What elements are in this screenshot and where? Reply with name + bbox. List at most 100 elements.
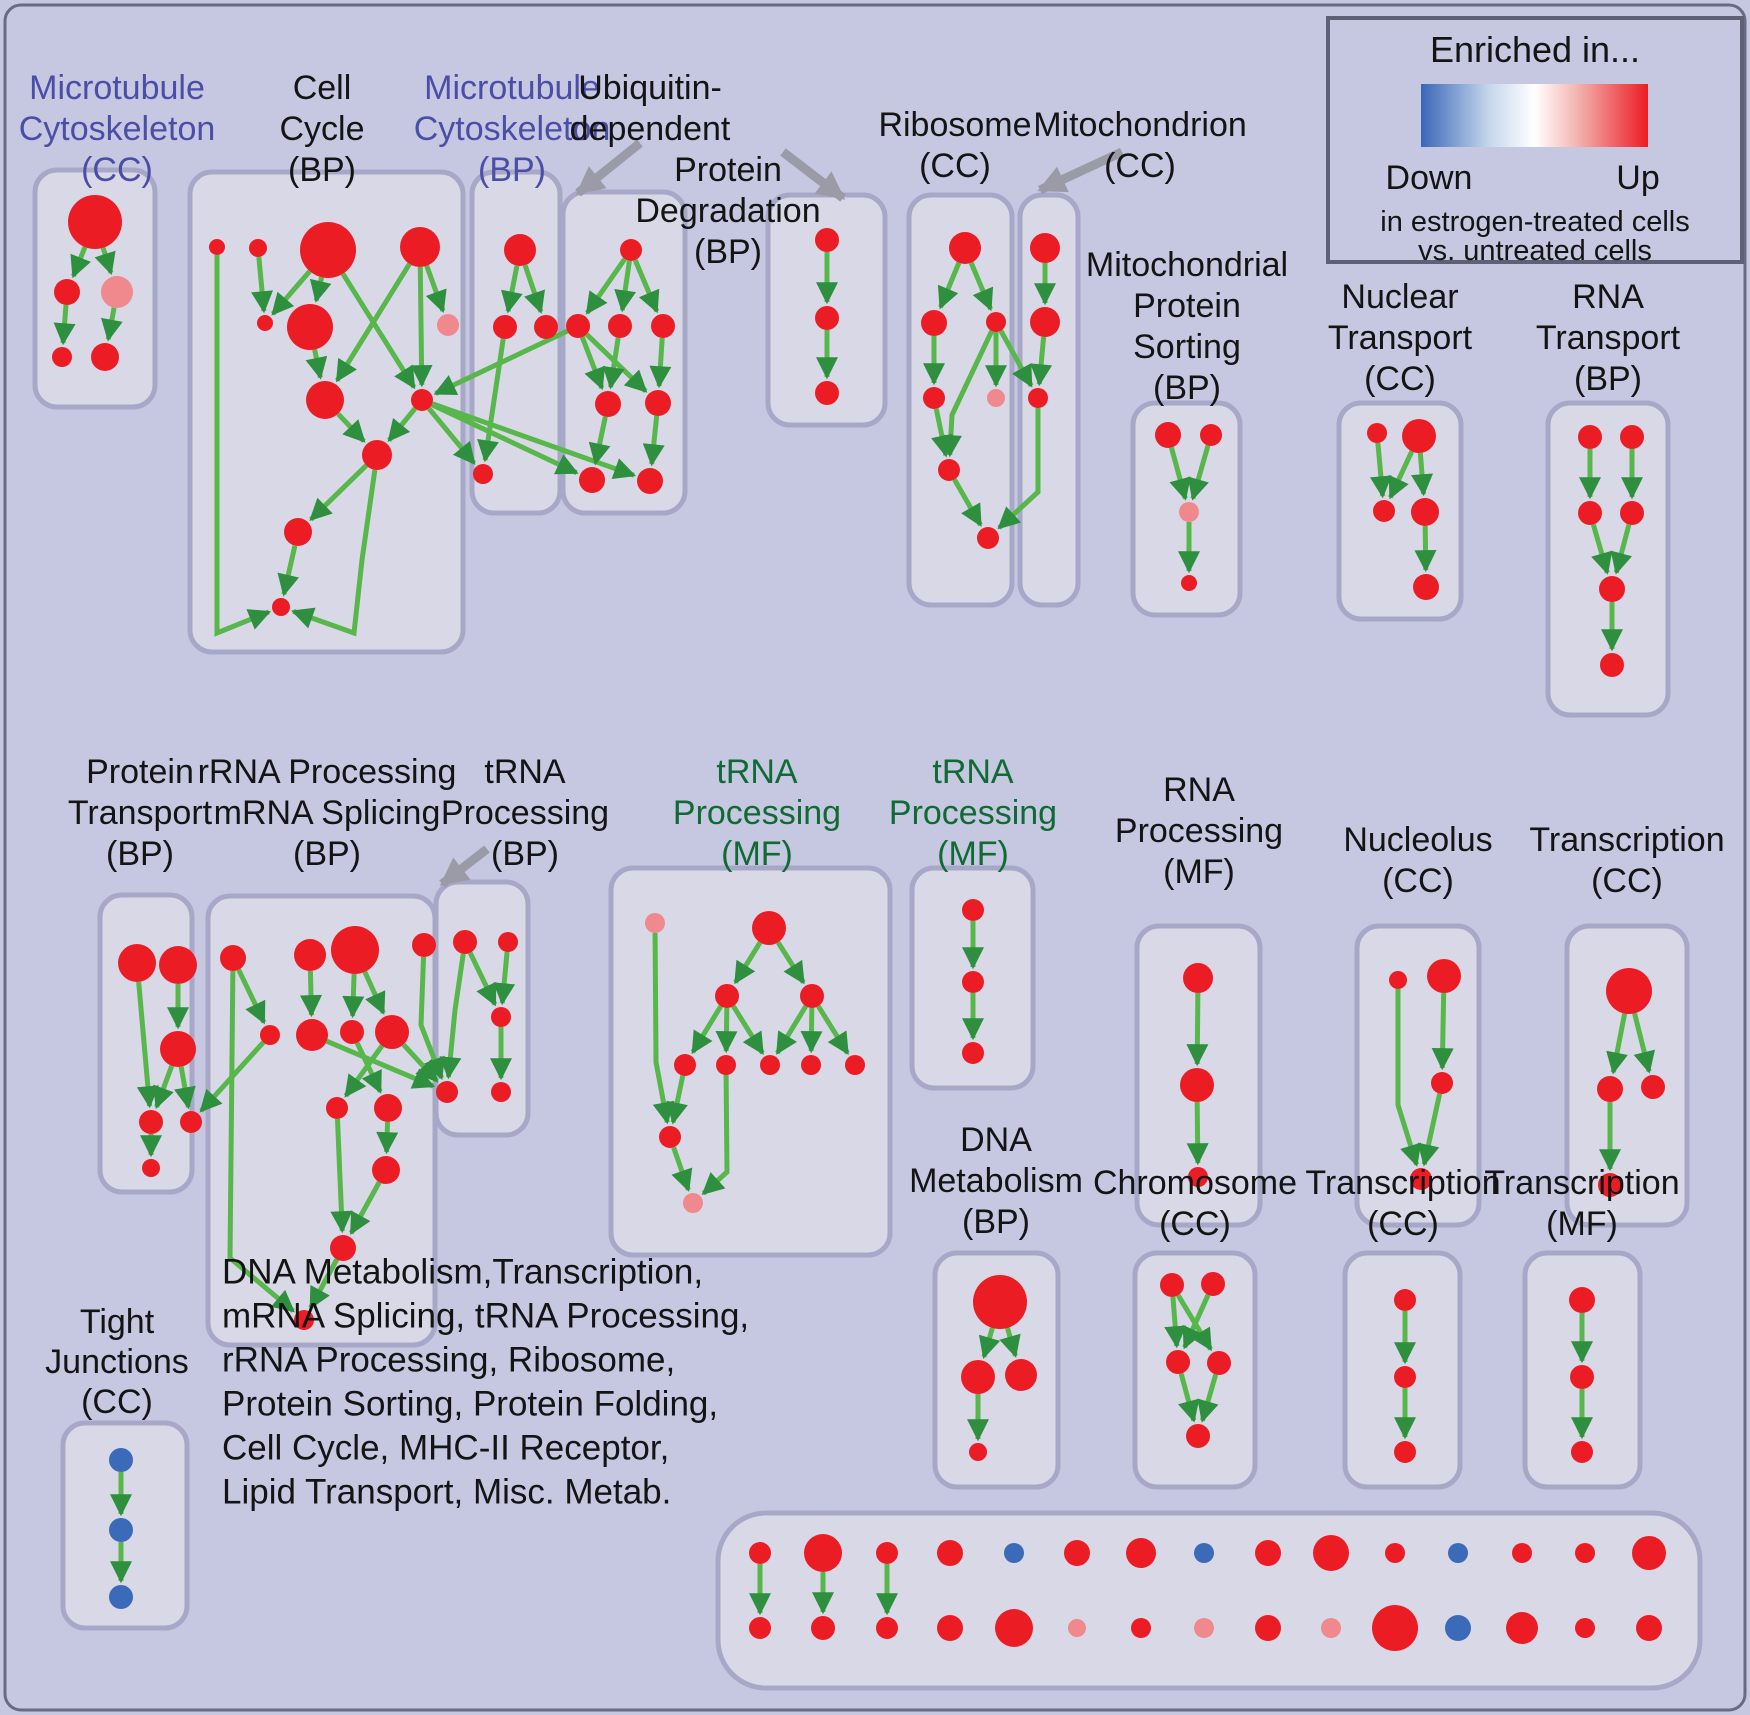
edge-u0-u3 xyxy=(439,953,466,1080)
cluster-label-protein-transport-line-1: Transport xyxy=(68,794,213,832)
node-d0 xyxy=(973,1275,1027,1329)
legend-subtitle-1: in estrogen-treated cells xyxy=(1380,206,1690,238)
node-z2 xyxy=(1641,1075,1665,1099)
node-ca xyxy=(209,239,225,255)
cluster-label-trna-bp-line-0: tRNA xyxy=(484,753,566,791)
edge-ch1-ch2 xyxy=(1182,1293,1211,1350)
node-x2 xyxy=(1188,1167,1208,1187)
edge-sd-se xyxy=(343,1044,385,1098)
node-uc0 xyxy=(815,228,839,252)
node-tm0 xyxy=(1569,1287,1595,1313)
node-pt4 xyxy=(180,1111,202,1133)
node-uc2 xyxy=(815,381,839,405)
edge-mb0-mb1 xyxy=(501,265,523,314)
node-bb8 xyxy=(1255,1615,1281,1641)
edge-se-s8 xyxy=(330,1118,353,1234)
cluster-label-rna-transport-line-0: RNA xyxy=(1572,278,1644,316)
edge-ub0-ub2 xyxy=(614,260,637,313)
node-v10 xyxy=(683,1193,703,1213)
cluster-label-ribosome-line-1: (CC) xyxy=(919,147,991,185)
cluster-label-chromosome-line-0: Chromosome xyxy=(1093,1164,1297,1202)
cluster-label-ubiquitin-line-1: dependent xyxy=(570,110,731,148)
cluster-label-transcription-mf-line-0: Transcription xyxy=(1484,1164,1679,1202)
edge-u1-u2 xyxy=(493,951,516,1006)
cluster-label-rrna-mrna-line-1: mRNA Splicing xyxy=(214,794,441,832)
edge-u0-u2 xyxy=(467,951,498,1007)
edge-s1-sb xyxy=(300,970,323,1018)
legend-title: Enriched in... xyxy=(1430,29,1640,70)
node-t31 xyxy=(1394,1366,1416,1388)
node-ub3 xyxy=(651,314,675,338)
node-x1 xyxy=(1180,1068,1214,1102)
node-y3 xyxy=(1410,1168,1432,1190)
node-bb12 xyxy=(1506,1612,1538,1644)
node-bt14 xyxy=(1632,1536,1666,1570)
edge-nt3-nt4 xyxy=(1414,525,1437,573)
node-bt8 xyxy=(1255,1540,1281,1566)
edge-ub4-ub6 xyxy=(588,416,611,466)
edge-ch0-ch2 xyxy=(1164,1296,1187,1349)
edge-ub0-ub3 xyxy=(632,259,660,314)
node-bt4 xyxy=(1004,1543,1024,1563)
node-mc3 xyxy=(52,347,72,367)
node-nt3 xyxy=(1411,498,1439,526)
summary-text-line-1: mRNA Splicing, tRNA Processing, xyxy=(222,1297,749,1336)
summary-text-line-5: Lipid Transport, Misc. Metab. xyxy=(222,1473,671,1512)
edge-ci-cj xyxy=(387,406,417,442)
cluster-box-dna-metabolism xyxy=(932,1250,1061,1490)
cluster-label-tight-junctions-line-2: (CC) xyxy=(81,1383,153,1421)
edge-cj-cl xyxy=(291,469,378,637)
cluster-label-nuclear-transport-line-0: Nuclear xyxy=(1341,278,1458,316)
edge-v3-v6 xyxy=(775,1004,808,1055)
node-bb5 xyxy=(1068,1619,1086,1637)
node-cb xyxy=(249,239,267,257)
cluster-label-nucleolus-line-0: Nucleolus xyxy=(1343,821,1492,859)
cluster-label-microtubule-cc-line-0: Microtubule xyxy=(29,69,205,107)
node-bb0 xyxy=(749,1617,771,1639)
cluster-label-transcription-cc-bottom-line-0: Transcription xyxy=(1305,1164,1500,1202)
node-nt2 xyxy=(1373,500,1395,522)
edge-ms0-ms2 xyxy=(1169,446,1191,501)
cluster-label-dna-metabolism-line-2: (BP) xyxy=(962,1203,1030,1241)
edge-s0-s9 xyxy=(227,970,295,1313)
node-ch2 xyxy=(1166,1350,1190,1374)
edge-nt0-nt2 xyxy=(1369,442,1392,499)
edge-y1-y2 xyxy=(1431,992,1454,1071)
node-bb3 xyxy=(937,1615,963,1641)
node-s7 xyxy=(372,1156,400,1184)
edge-s7-s8 xyxy=(349,1181,382,1236)
edge-m2-r7 xyxy=(997,408,1041,530)
node-tj0 xyxy=(109,1448,133,1472)
edge-v2-v6 xyxy=(731,1004,765,1055)
annotation-arrow-mitochondrion-to-box xyxy=(1037,147,1124,195)
edge-ms1-ms2 xyxy=(1187,444,1211,501)
edge-z0-z1 xyxy=(1606,1013,1628,1075)
legend-down-label: Down xyxy=(1386,159,1473,197)
node-m0 xyxy=(1030,233,1060,263)
node-z0 xyxy=(1606,968,1652,1014)
edge-mc2-mc4 xyxy=(101,307,123,342)
cluster-label-microtubule-bp-line-0: Microtubule xyxy=(424,69,600,107)
node-s2 xyxy=(331,926,379,974)
cluster-label-rna-processing-line-1: Processing xyxy=(1115,812,1283,850)
edge-x0-x1 xyxy=(1186,992,1209,1067)
edge-mb0-mb2 xyxy=(522,264,545,314)
node-tj1 xyxy=(109,1518,133,1542)
summary-text-line-2: rRNA Processing, Ribosome, xyxy=(222,1341,675,1380)
edge-cb-ce xyxy=(251,256,273,314)
cluster-label-protein-transport-line-2: (BP) xyxy=(106,835,174,873)
edge-v3-v7 xyxy=(800,1007,823,1054)
cluster-label-mito-protein-sorting-line-3: (BP) xyxy=(1153,369,1221,407)
node-s9 xyxy=(294,1310,314,1330)
edge-v5-v10 xyxy=(701,1074,730,1196)
edge-mc1-mc3 xyxy=(53,304,76,346)
edge-ci-ub6 xyxy=(430,402,579,476)
node-y2 xyxy=(1431,1072,1453,1094)
node-bt2 xyxy=(876,1542,898,1564)
cluster-box-chromosome xyxy=(1132,1250,1258,1490)
node-bb9 xyxy=(1321,1618,1341,1638)
summary-text-line-0: DNA Metabolism,Transcription, xyxy=(222,1253,703,1292)
cluster-box-summary-strip xyxy=(715,1510,1703,1691)
